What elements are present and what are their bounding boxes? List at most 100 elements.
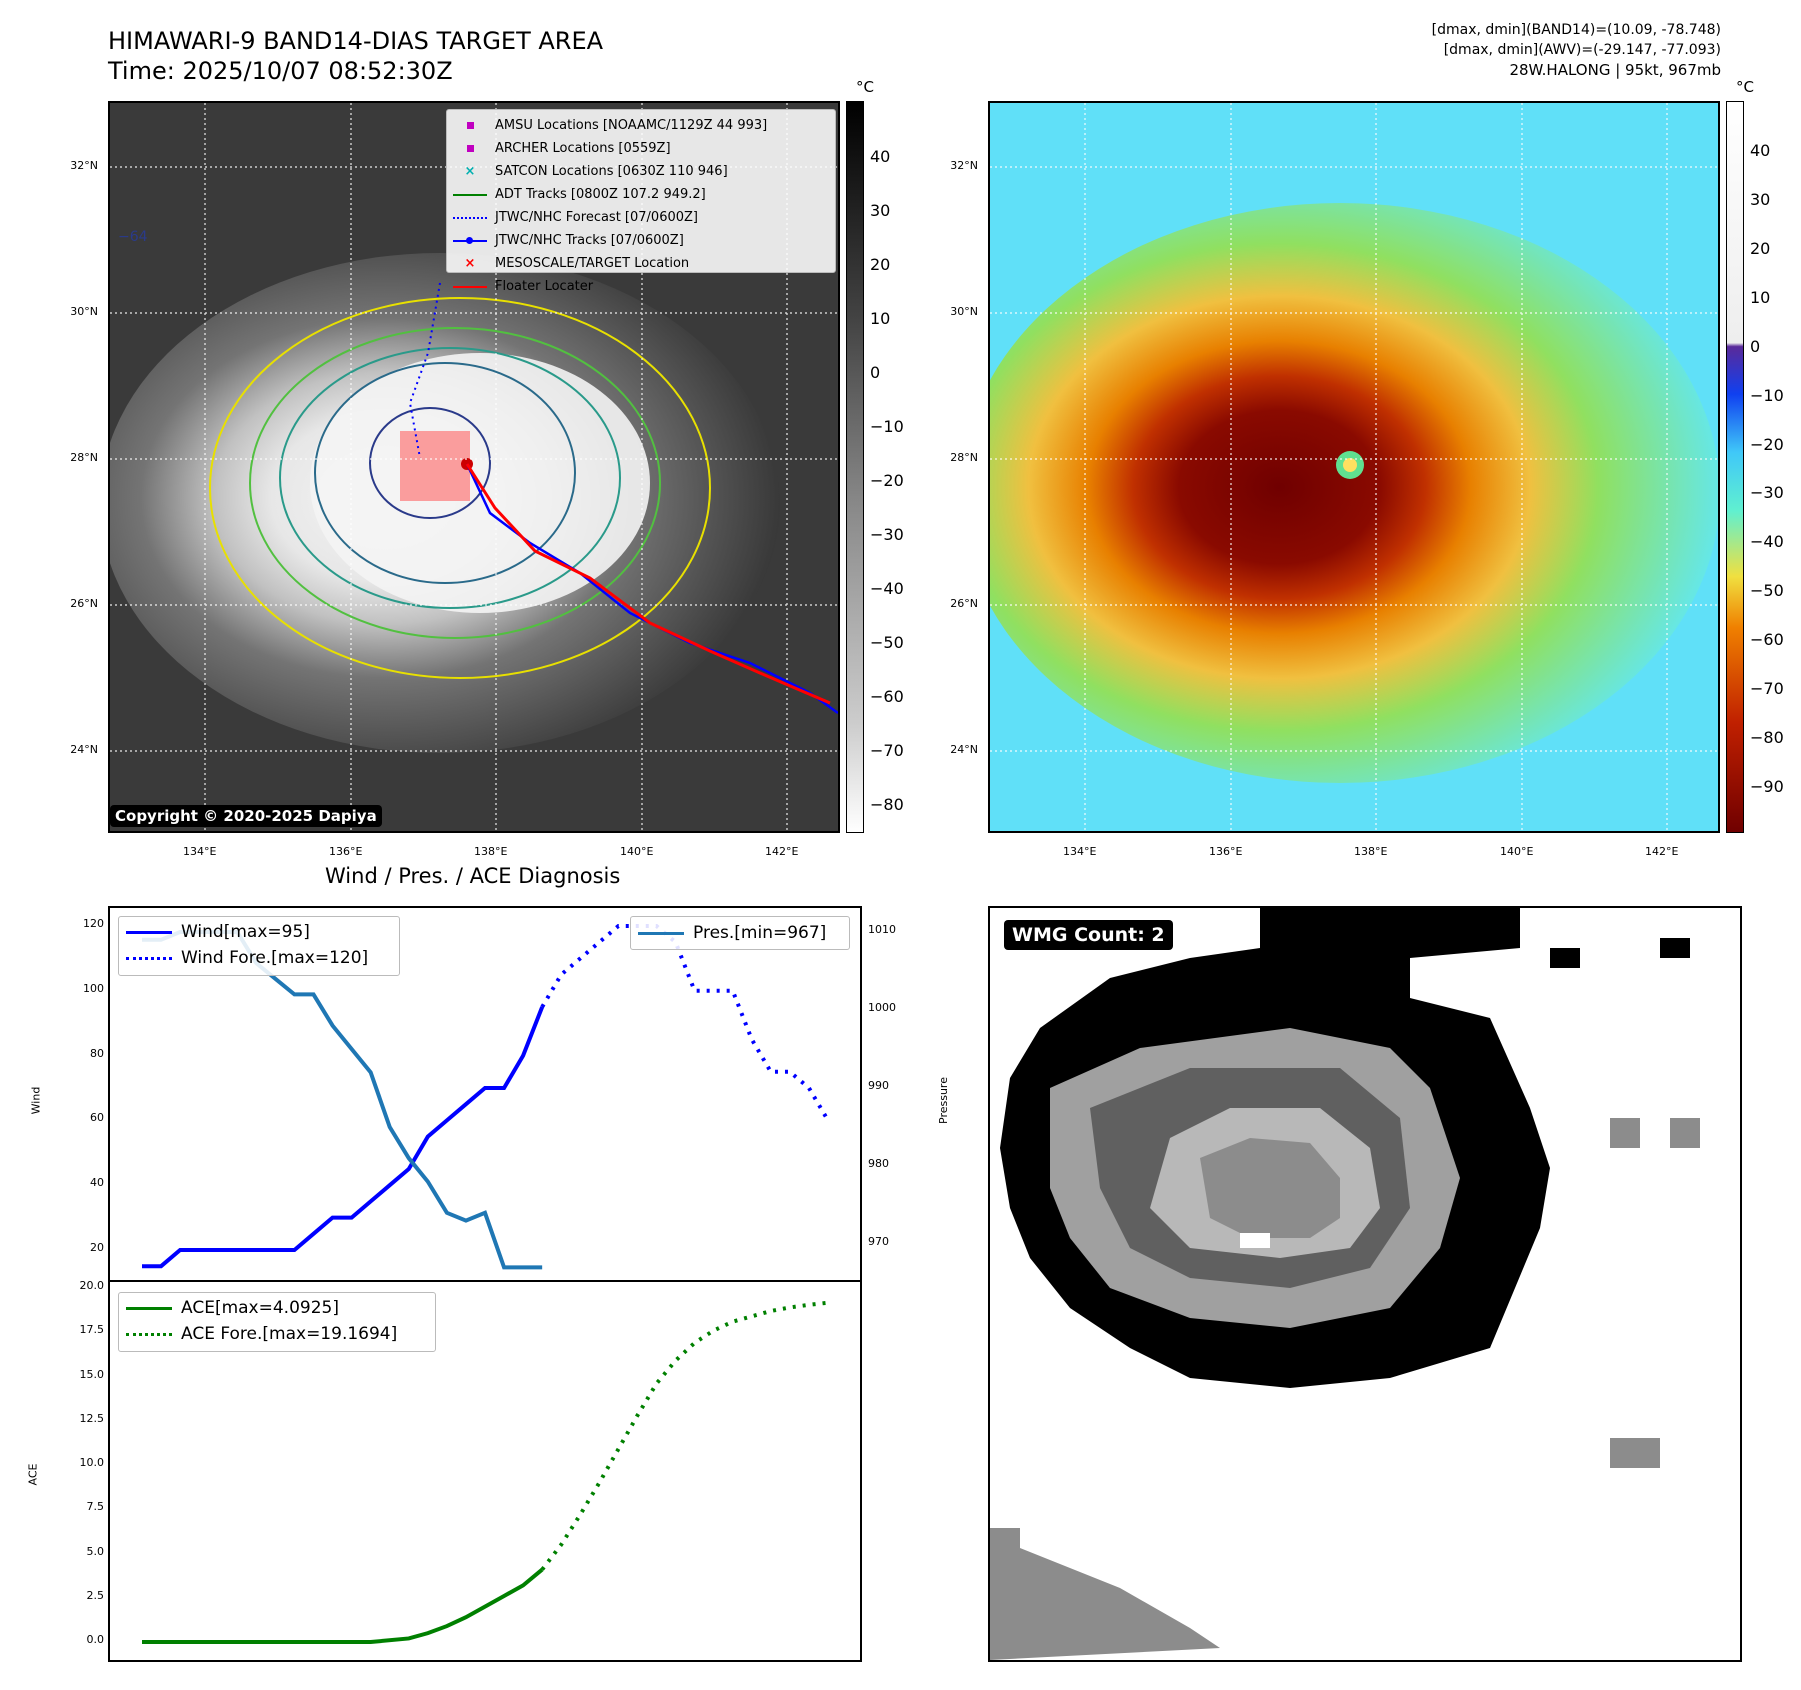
ace-forecast-line [540,1300,829,1571]
lat-tick: 30°N [950,305,978,318]
wind-line [142,1006,545,1269]
lon-tick: 136°E [1209,845,1243,858]
colorbar-tick: 0 [1750,336,1761,356]
colorbar-tick: −40 [1750,532,1784,552]
lon-tick: 140°E [1500,845,1534,858]
map-legend: AMSU Locations [NOAAMC/1129Z 44 993] ARC… [446,109,836,294]
chart-time: Time: 2025/10/07 08:52:30Z [108,57,453,85]
panel-divider [110,1280,860,1282]
colorbar-tick: 40 [1750,141,1771,160]
colorbar-tick: −40 [870,579,904,598]
colorbar-tick: −10 [870,417,904,436]
pressure-tick: 1010 [868,923,896,936]
legend-target: × MESOSCALE/TARGET Location [453,252,829,275]
legend-tracks: JTWC/NHC Tracks [07/0600Z] [453,229,829,252]
colorbar-tick: −60 [1750,630,1784,650]
diagnosis-title: Wind / Pres. / ACE Diagnosis [325,864,621,888]
colorbar-tick: −30 [870,525,904,544]
wind-tick: 100 [83,981,104,995]
legend-forecast: JTWC/NHC Forecast [07/0600Z] [453,206,829,229]
ace-tick: 0.0 [86,1633,105,1646]
line-marker-icon [638,931,684,935]
legend-amsu: AMSU Locations [NOAAMC/1129Z 44 993] [453,114,829,137]
ace-tick: 17.5 [79,1323,105,1337]
lat-tick: 26°N [70,597,98,610]
colorbar-tick: 40 [870,147,891,166]
colorbar-tick: −80 [870,795,904,814]
colorbar-tick: −50 [870,633,904,652]
pressure-tick: 980 [868,1157,889,1170]
dotted-line-icon [126,956,172,960]
copyright-badge: Copyright © 2020-2025 Dapiya [110,805,382,827]
wind-tick: 120 [83,917,104,930]
x-marker-icon: × [464,256,476,271]
contour-label: −64 [118,229,148,245]
lon-tick: 134°E [183,845,217,858]
colorbar-tick: 30 [1750,189,1771,209]
colorbar-unit: °C [856,78,874,96]
ace-tick: 5.0 [86,1544,105,1558]
line-marker-icon [453,285,487,288]
wmg-image [990,908,1740,1660]
colorbar-tick: −10 [1750,385,1784,405]
wind-tick: 20 [90,1241,104,1254]
lon-tick: 134°E [1063,845,1097,858]
dotted-line-icon [453,216,487,219]
lat-tick: 24°N [950,743,978,756]
wind-forecast-line [540,924,830,1122]
colorbar-tick: 20 [870,255,891,274]
gray-colorbar [846,101,864,833]
lon-tick: 142°E [765,845,799,858]
awv-map-image [990,103,1718,831]
legend-satcon: × SATCON Locations [0630Z 110 946] [453,160,829,183]
lat-tick: 32°N [70,159,98,172]
dotted-line-icon [126,1332,172,1336]
x-marker-icon: × [464,164,476,179]
ace-legend: ACE[max=4.0925] ACE Fore.[max=19.1694] [118,1292,436,1352]
colorbar-tick: 0 [870,363,881,382]
diagnosis-panel: Wind[max=95] Wind Fore.[max=120] Pres.[m… [108,906,862,1662]
lat-tick: 24°N [70,743,98,756]
wmg-panel: WMG Count: 2 [988,906,1742,1662]
wmg-count-badge: WMG Count: 2 [1004,920,1173,950]
pressure-tick: 990 [868,1079,889,1092]
line-marker-icon [126,930,172,934]
wind-legend: Wind[max=95] Wind Fore.[max=120] [118,916,400,976]
ace-tick: 2.5 [86,1588,105,1602]
ace-tick: 7.5 [86,1500,105,1514]
ace-axis-label: ACE [26,1463,40,1486]
lon-tick: 136°E [329,845,363,858]
colorbar-tick: −70 [870,741,904,760]
chart-title: HIMAWARI-9 BAND14-DIAS TARGET AREA [108,27,604,55]
lat-tick: 28°N [950,451,978,464]
pressure-axis-label: Pressure [936,1077,950,1124]
colorbar-unit: °C [1736,78,1754,96]
colorbar-tick: 10 [1750,287,1771,307]
colorbar-tick: −20 [1750,434,1784,454]
color-colorbar [1726,101,1744,833]
pressure-tick: 970 [868,1235,889,1248]
colorbar-tick: −60 [870,687,904,706]
wind-tick: 80 [90,1046,104,1060]
colorbar-tick: −90 [1750,777,1784,796]
colorbar-tick: −50 [1750,581,1784,601]
colorbar-tick: −20 [870,471,904,490]
awv-map-panel [988,101,1720,833]
lat-tick: 28°N [70,451,98,464]
legend-adt: ADT Tracks [0800Z 107.2 949.2] [453,183,829,206]
wind-axis-label: Wind [29,1086,43,1115]
ace-tick: 15.0 [79,1367,105,1381]
line-marker-icon [453,193,487,196]
lon-tick: 140°E [620,845,654,858]
lat-tick: 32°N [950,159,978,172]
pressure-tick: 1000 [868,1001,896,1014]
colorbar-tick: 10 [870,309,891,328]
meta-storm: 28W.HALONG | 95kt, 967mb [1509,61,1721,79]
square-marker-icon [466,145,474,152]
diagnosis-plot [142,924,830,1644]
wind-tick: 60 [90,1111,104,1125]
legend-archer: ARCHER Locations [0559Z] [453,137,829,160]
legend-floater: Floater Locater [453,275,829,298]
ace-tick: 20.0 [79,1279,105,1292]
lon-tick: 138°E [1354,845,1388,858]
